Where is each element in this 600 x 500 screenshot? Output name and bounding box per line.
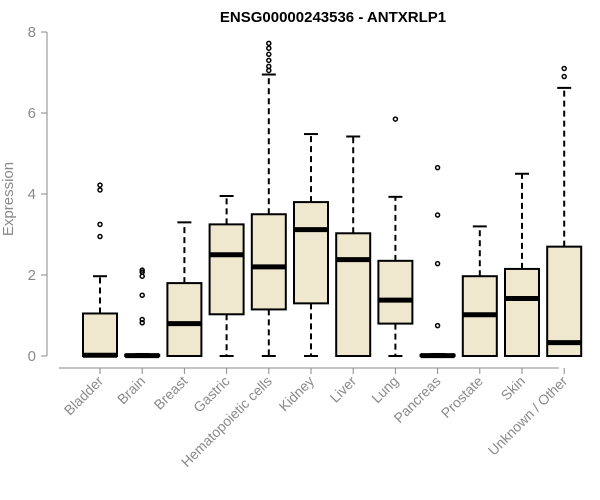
iqr-box xyxy=(377,259,414,325)
iqr-box xyxy=(546,245,583,357)
outlier-point xyxy=(97,221,103,228)
outlier-point xyxy=(139,316,145,323)
outlier-point xyxy=(139,269,145,275)
x-tick-label: Brain xyxy=(114,373,148,407)
outlier-point xyxy=(266,63,272,70)
y-ticks: 0 2 4 6 8 xyxy=(28,24,47,365)
box-2 xyxy=(166,221,203,358)
box-7 xyxy=(377,116,414,357)
x-tick-label: Liver xyxy=(327,373,360,406)
boxes xyxy=(82,40,583,359)
x-tick-label: Unknown / Other xyxy=(485,373,571,459)
outlier-point xyxy=(97,187,103,193)
box-11 xyxy=(546,65,583,357)
box-1 xyxy=(124,267,161,359)
x-tick-label: Breast xyxy=(151,373,191,413)
outlier-point xyxy=(266,45,272,51)
iqr-box xyxy=(208,223,245,316)
y-tick-label: 6 xyxy=(28,105,36,122)
box-5 xyxy=(293,133,329,357)
y-tick-label: 0 xyxy=(28,348,36,365)
box-6 xyxy=(335,135,372,357)
iqr-box xyxy=(504,267,540,357)
x-tick-label: Skin xyxy=(498,373,529,404)
outlier-point xyxy=(434,260,441,267)
iqr-box xyxy=(293,201,329,305)
outlier-point xyxy=(561,73,567,80)
box-3 xyxy=(208,195,245,357)
outlier-point xyxy=(97,182,103,188)
chart-title: ENSG00000243536 - ANTXRLP1 xyxy=(220,9,446,26)
outlier-point xyxy=(392,116,399,122)
outlier-point xyxy=(434,212,441,218)
y-tick-label: 8 xyxy=(28,24,36,41)
box-9 xyxy=(461,225,498,357)
outlier-point xyxy=(139,267,145,273)
outlier-point xyxy=(97,233,103,240)
box-4 xyxy=(250,40,287,357)
iqr-box xyxy=(82,312,118,358)
box-0 xyxy=(82,182,118,358)
x-tick-label: Prostate xyxy=(438,373,486,421)
box-10 xyxy=(504,172,540,357)
outlier-point xyxy=(266,57,272,64)
outlier-point xyxy=(266,51,272,58)
x-tick-label: Kidney xyxy=(276,373,318,415)
outlier-point xyxy=(139,320,145,326)
y-tick-label: 2 xyxy=(28,267,36,284)
outlier-point xyxy=(139,292,145,298)
outlier-point xyxy=(266,40,272,47)
y-axis-label: Expression xyxy=(0,162,17,236)
iqr-box xyxy=(335,232,372,357)
iqr-box xyxy=(250,213,287,311)
x-tick-label: Lung xyxy=(368,373,401,406)
x-tick-label: Pancreas xyxy=(391,373,444,426)
outlier-point xyxy=(434,164,441,171)
iqr-box xyxy=(166,282,203,358)
y-tick-label: 4 xyxy=(28,186,36,203)
box-8 xyxy=(419,164,456,359)
outlier-point xyxy=(561,65,567,72)
x-tick-label: Bladder xyxy=(61,373,107,419)
outlier-point xyxy=(434,322,441,329)
